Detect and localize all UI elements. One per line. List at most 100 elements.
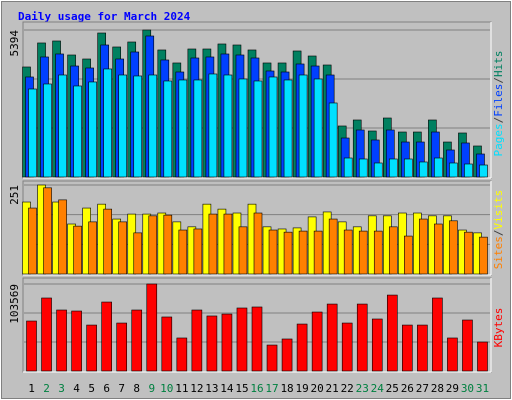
- bar: [148, 215, 158, 275]
- bar: [343, 157, 353, 178]
- bar: [131, 309, 143, 372]
- x-tick-label: 12: [190, 382, 203, 395]
- x-tick-label: 10: [160, 382, 173, 395]
- x-tick-label: 22: [341, 382, 354, 395]
- bar: [434, 157, 443, 178]
- x-tick-label: 15: [235, 382, 248, 395]
- x-tick-label: 5: [88, 382, 95, 395]
- x-tick-label: 31: [476, 382, 489, 395]
- bar: [419, 161, 428, 178]
- bar: [298, 74, 308, 178]
- x-tick-label: 6: [103, 382, 110, 395]
- bar: [447, 337, 458, 372]
- legend-entry: Sites: [492, 236, 505, 269]
- legend-separator: /: [492, 77, 505, 84]
- bar: [193, 228, 203, 275]
- bar: [148, 74, 158, 178]
- bar: [206, 315, 218, 372]
- bar: [313, 78, 323, 178]
- bar: [326, 303, 338, 372]
- bar: [404, 158, 413, 178]
- legend-separator: /: [492, 230, 505, 237]
- bar: [86, 324, 97, 372]
- legend-entry: KBytes: [492, 308, 505, 348]
- bar: [238, 78, 248, 178]
- bar: [268, 229, 278, 275]
- bar: [464, 231, 473, 275]
- bar: [358, 230, 368, 275]
- bar: [373, 230, 383, 275]
- bar: [28, 88, 37, 178]
- x-tick-label: 14: [220, 382, 234, 395]
- bar: [88, 221, 97, 275]
- bar: [236, 307, 248, 372]
- bar: [328, 218, 338, 275]
- x-tick-label: 2: [43, 382, 50, 395]
- x-tick-label: 1: [28, 382, 35, 395]
- bar: [223, 213, 233, 275]
- legend-separator: /: [492, 117, 505, 124]
- bar: [283, 79, 293, 178]
- x-tick-label: 28: [431, 382, 444, 395]
- x-tick-label: 7: [118, 382, 125, 395]
- bar: [118, 221, 128, 275]
- legend: Sites/Visits: [492, 190, 505, 270]
- bar: [43, 187, 52, 275]
- bar: [223, 74, 233, 178]
- y-tick-label: 103569: [8, 284, 21, 324]
- x-tick-label: 4: [73, 382, 80, 395]
- bar: [101, 301, 112, 372]
- x-tick-label: 23: [356, 382, 369, 395]
- legend-entry: Files: [492, 84, 505, 117]
- bar: [58, 199, 67, 275]
- bar: [479, 164, 488, 178]
- bar: [161, 316, 173, 372]
- bar: [388, 158, 398, 178]
- bar: [73, 225, 82, 275]
- x-tick-label: 25: [386, 382, 399, 395]
- chart-title: Daily usage for March 2024: [18, 10, 191, 23]
- bar: [41, 297, 52, 372]
- bar: [283, 231, 293, 275]
- bar: [343, 229, 353, 275]
- bar: [133, 75, 143, 178]
- bar: [419, 218, 428, 275]
- bar: [28, 207, 37, 275]
- bar: [253, 212, 263, 275]
- bar: [221, 313, 233, 372]
- x-tick-label: 26: [401, 382, 414, 395]
- bar: [43, 83, 52, 178]
- bar: [434, 223, 443, 275]
- bar: [73, 85, 82, 178]
- bar: [358, 158, 368, 178]
- bar: [371, 318, 383, 372]
- bar: [116, 322, 128, 372]
- x-tick-label: 17: [265, 382, 278, 395]
- bar: [449, 162, 458, 178]
- bar: [178, 229, 188, 275]
- x-tick-label: 29: [446, 382, 459, 395]
- bar: [268, 76, 278, 178]
- bar: [71, 310, 82, 372]
- bar: [146, 283, 158, 372]
- x-tick-label: 27: [416, 382, 429, 395]
- bar: [208, 213, 218, 275]
- bar: [281, 338, 293, 372]
- bar: [251, 306, 263, 372]
- bar: [402, 324, 413, 372]
- bar: [432, 297, 443, 372]
- x-tick-label: 3: [58, 382, 65, 395]
- bar: [56, 309, 67, 372]
- bar: [356, 303, 368, 372]
- bar: [163, 214, 173, 275]
- bar: [328, 102, 338, 178]
- legend: Pages/Files/Hits: [492, 51, 505, 157]
- bar: [417, 324, 428, 372]
- bar: [479, 236, 488, 275]
- x-tick-label: 30: [461, 382, 474, 395]
- bar: [176, 337, 188, 372]
- x-tick-label: 18: [280, 382, 293, 395]
